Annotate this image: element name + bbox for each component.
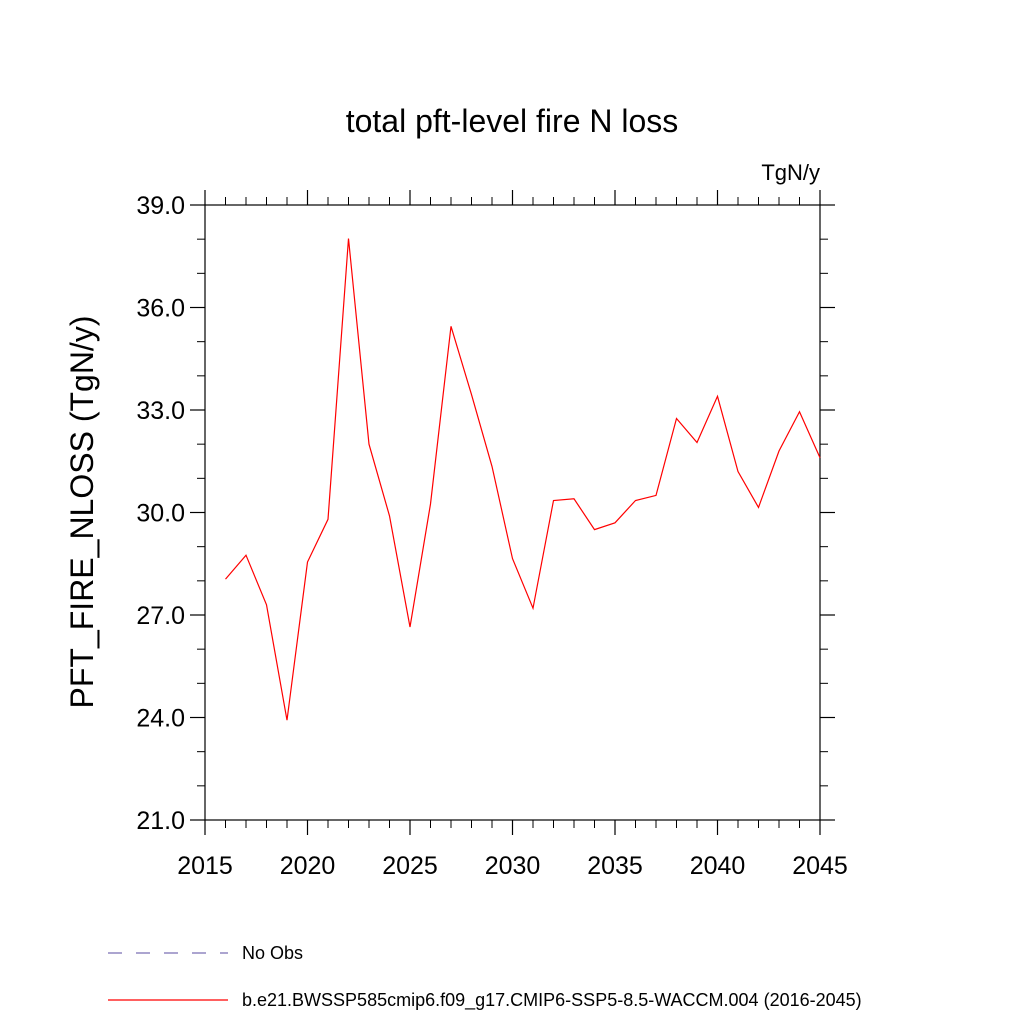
y-tick-label: 30.0 [136, 500, 185, 528]
x-tick-label: 2025 [382, 852, 438, 880]
x-tick-label: 2030 [485, 852, 541, 880]
x-tick-label: 2040 [690, 852, 746, 880]
axis-tick-labels: 2015 2020 2025 2030 2035 2040 2045 21.0 24.0 27.0… [136, 192, 847, 880]
axis-ticks [190, 190, 835, 835]
legend-label: No Obs [242, 943, 303, 963]
x-tick-label: 2020 [280, 852, 336, 880]
legend: No Obs b.e21.BWSSP585cmip6.f09_g17.CMIP6-… [108, 943, 862, 1011]
y-tick-label: 39.0 [136, 192, 185, 220]
plot-frame [204, 204, 821, 821]
y-tick-label: 33.0 [136, 397, 185, 425]
series-layer [225, 238, 821, 721]
units-label: TgN/y [761, 160, 820, 185]
legend-label: b.e21.BWSSP585cmip6.f09_g17.CMIP6-SSP5-8… [242, 990, 862, 1011]
x-tick-label: 2035 [587, 852, 643, 880]
x-tick-label: 2015 [177, 852, 233, 880]
y-tick-label: 27.0 [136, 602, 185, 630]
y-axis-label: PFT_FIRE_NLOSS (TgN/y) [64, 316, 100, 709]
series-line [225, 238, 821, 721]
y-tick-label: 21.0 [136, 807, 185, 835]
x-tick-label: 2045 [792, 852, 848, 880]
y-tick-label: 36.0 [136, 295, 185, 323]
chart-title: total pft-level fire N loss [346, 103, 679, 139]
y-tick-label: 24.0 [136, 705, 185, 733]
